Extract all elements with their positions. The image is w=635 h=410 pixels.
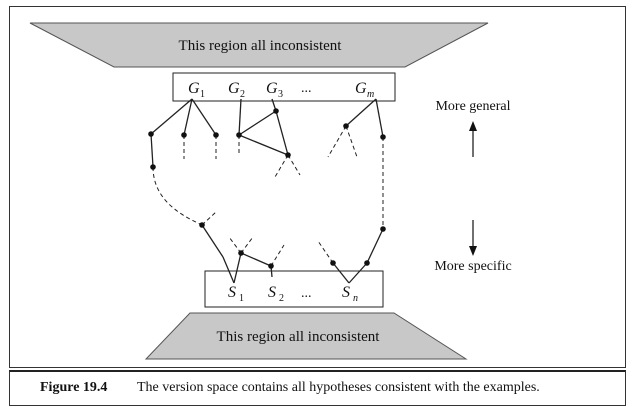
top-region-label: This region all inconsistent xyxy=(179,38,343,54)
s2-label: S 2 xyxy=(268,284,284,304)
top-inconsistent-region xyxy=(29,22,489,68)
caption-frame: Figure 19.4 The version space contains a… xyxy=(9,370,626,406)
bottom-region-label: This region all inconsistent xyxy=(217,329,381,345)
lattice-nodes xyxy=(148,108,386,269)
svg-text:2: 2 xyxy=(279,293,284,304)
svg-text:1: 1 xyxy=(239,293,244,304)
svg-text:S: S xyxy=(228,284,236,301)
diagram-frame: This region all inconsistent G 1 G 2 G 3… xyxy=(9,6,626,368)
version-space-diagram: This region all inconsistent G 1 G 2 G 3… xyxy=(29,22,512,360)
s-set-box xyxy=(204,270,384,308)
lattice-solid-edges xyxy=(150,98,384,284)
gm-label: G m xyxy=(355,80,374,100)
g1-label: G 1 xyxy=(188,80,205,100)
svg-text:S: S xyxy=(342,284,350,301)
svg-text:1: 1 xyxy=(200,89,205,100)
g2-label: G 2 xyxy=(228,80,245,100)
figure-caption: The version space contains all hypothese… xyxy=(137,380,540,395)
svg-text:G: G xyxy=(355,80,367,97)
g3-label: G 3 xyxy=(266,80,283,100)
svg-text:m: m xyxy=(367,89,374,100)
more-general-label: More general xyxy=(435,99,510,114)
svg-text:3: 3 xyxy=(278,89,283,100)
bottom-inconsistent-region xyxy=(144,312,468,360)
g-ellipsis: ... xyxy=(301,81,312,96)
s-ellipsis: ... xyxy=(301,286,312,301)
svg-text:G: G xyxy=(228,80,240,97)
s1-label: S 1 xyxy=(228,284,244,304)
svg-text:S: S xyxy=(268,284,276,301)
sn-label: S n xyxy=(342,284,358,304)
figure-number: Figure 19.4 xyxy=(40,380,108,395)
svg-text:n: n xyxy=(353,293,358,304)
more-specific-label: More specific xyxy=(434,259,511,274)
svg-text:G: G xyxy=(188,80,200,97)
down-arrow-icon xyxy=(469,220,477,256)
svg-text:2: 2 xyxy=(240,89,245,100)
svg-text:G: G xyxy=(266,80,278,97)
lattice-dashed-edges xyxy=(152,125,384,267)
up-arrow-icon xyxy=(469,121,477,157)
g-set-box xyxy=(172,72,396,102)
